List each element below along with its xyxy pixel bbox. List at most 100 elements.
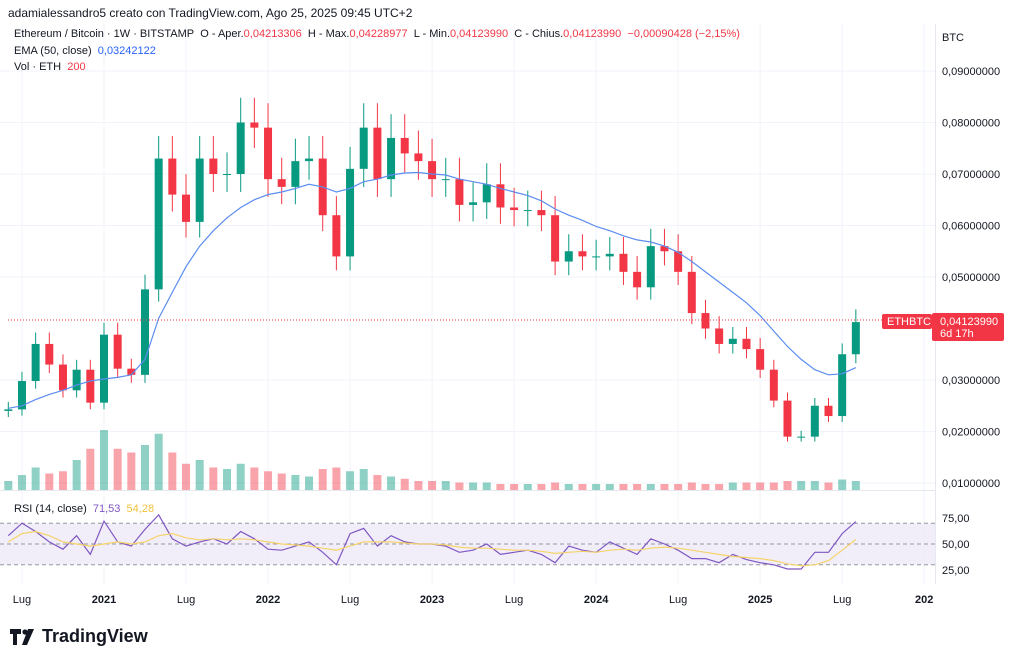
volume-bar [660,484,669,490]
volume-bar [564,484,573,490]
time-tick-label: Lug [341,594,359,606]
change-value: −0,00090428 (−2,15%) [627,28,740,40]
volume-bar [469,482,478,490]
candle [783,400,792,437]
ema-value: 0,03242122 [97,45,156,57]
candle [646,246,655,288]
time-tick-label: Lug [505,594,523,606]
time-tick-label: 202 [915,594,933,606]
price-tag-price: 0,04123990 [940,316,998,328]
volume-bar [236,463,245,490]
candle [605,253,614,257]
volume-bar [742,482,751,490]
candle [810,405,819,437]
candle [523,210,532,212]
rsi-ma-line [7,530,857,567]
price-tick-label: 0,02000000 [942,427,1000,439]
axis-divider [935,24,936,584]
currency-label: BTC [942,32,964,44]
rsi-tick-label: 75,00 [942,513,970,525]
volume-bar [223,469,232,490]
candle [428,161,437,180]
time-tick-label: Lug [833,594,851,606]
candle [182,194,191,222]
symbol-name[interactable]: Ethereum / Bitcoin · 1W · BITSTAMP [14,28,195,40]
price-tag-countdown: 6d 17h [940,328,974,340]
time-tick-label: 2023 [420,594,444,606]
candle [797,436,806,438]
candle [510,207,519,211]
volume-bar [387,476,396,490]
volume-bar [305,476,314,490]
high-value: 0,04228977 [349,28,408,40]
candle [496,184,505,208]
volume-bar [168,452,177,490]
ema-legend[interactable]: EMA (50, close) 0,03242122 [14,45,156,57]
rsi-label: RSI (14, close) [14,503,87,515]
candle [824,405,833,417]
ema-line [8,171,857,409]
volume-bar [537,484,546,490]
price-tick-label: 0,09000000 [942,66,1000,78]
candle [578,251,587,257]
candle [469,202,478,205]
volume-bar [264,471,273,490]
price-tick-label: 0,03000000 [942,375,1000,387]
volume-bar [318,469,327,490]
volume-bar [31,467,40,490]
candle [482,184,491,203]
volume-value: 200 [67,61,86,73]
candle [414,153,423,162]
candle [99,334,108,403]
candle [851,322,860,355]
candle [277,179,286,187]
volume-bar [58,471,67,490]
candle [17,381,26,410]
tradingview-logo: TradingView [10,626,148,647]
low-label: L - Min. [413,28,450,40]
chart-credit: adamialessandro5 creato con TradingView.… [8,6,413,20]
volume-bar [633,484,642,490]
candle [455,179,464,205]
volume-bar [209,467,218,490]
volume-bar [250,467,259,490]
candle [209,158,218,174]
volume-bar [523,484,532,490]
price-tick-label: 0,08000000 [942,118,1000,130]
candle [564,251,573,262]
volume-bar [4,481,13,490]
volume-legend[interactable]: Vol · ETH 200 [14,61,86,73]
volume-bar [195,460,204,490]
low-value: 0,04123990 [450,28,509,40]
volume-bar [810,481,819,490]
price-tick-label: 0,06000000 [942,221,1000,233]
candle [838,354,847,417]
rsi-legend[interactable]: RSI (14, close) 71,53 54,28 [14,503,154,515]
candles [4,97,860,442]
candle [619,253,628,272]
candle [168,158,177,195]
candle [660,246,669,252]
candle [551,215,560,262]
price-tag-symbol: ETHBTC [887,316,931,328]
volume-bar [414,481,423,490]
volume-bar [510,484,519,490]
time-tick-label: Lug [13,594,31,606]
volume-bar [619,484,628,490]
volume-bar [373,475,382,490]
volume-bar [851,481,860,490]
high-label: H - Max. [307,28,350,40]
volume-bar [783,481,792,490]
candle [400,137,409,154]
candle [141,289,149,375]
volume-bar [99,430,108,490]
rsi-ma-value: 54,28 [126,503,155,515]
candle [728,338,737,344]
tradingview-logo-text: TradingView [42,626,148,646]
volume-bar [756,482,765,490]
candle [113,334,122,369]
volume-bar [86,448,95,490]
candle [250,122,259,128]
price-tick-label: 0,05000000 [942,272,1000,284]
